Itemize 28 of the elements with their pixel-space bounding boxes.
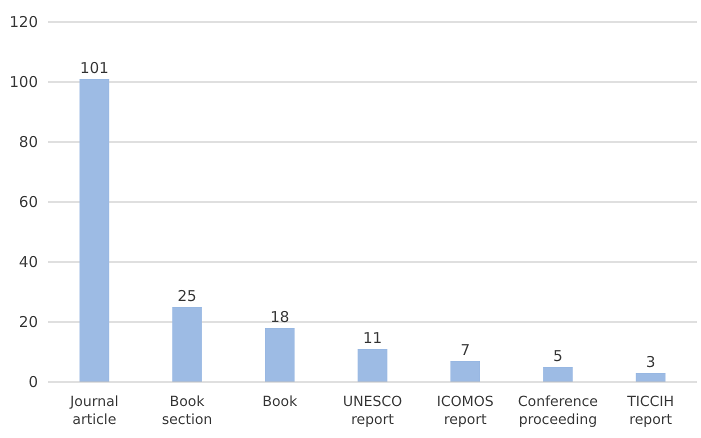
x-tick-label: UNESCO report — [342, 394, 402, 428]
y-tick-label: 0 — [28, 372, 38, 391]
data-label: 3 — [646, 353, 656, 371]
data-label: 7 — [460, 341, 470, 359]
x-tick-label: Journal article — [69, 394, 119, 428]
data-label: 11 — [362, 329, 382, 347]
bar — [450, 361, 480, 382]
x-tick-label: ICOMOS report — [436, 394, 494, 428]
y-tick-label: 80 — [18, 132, 38, 151]
bar — [636, 373, 666, 382]
data-label: 18 — [270, 308, 290, 326]
bar — [358, 349, 388, 382]
y-tick-label: 20 — [18, 312, 38, 331]
y-tick-label: 120 — [9, 12, 38, 31]
bar — [172, 307, 202, 382]
x-tick-label: Book — [262, 394, 298, 410]
y-tick-label: 60 — [18, 192, 38, 211]
bar — [264, 328, 295, 382]
data-label: 101 — [80, 59, 109, 77]
x-tick-label: Conference proceeding — [518, 394, 598, 428]
y-tick-label: 40 — [18, 252, 38, 271]
bar — [543, 367, 573, 382]
bar — [80, 79, 110, 382]
x-tick-label: Book section — [162, 394, 212, 428]
x-tick-label: TICCIH report — [626, 394, 674, 428]
data-label: 5 — [553, 347, 563, 365]
y-tick-label: 100 — [9, 72, 38, 91]
data-label: 25 — [178, 287, 197, 305]
